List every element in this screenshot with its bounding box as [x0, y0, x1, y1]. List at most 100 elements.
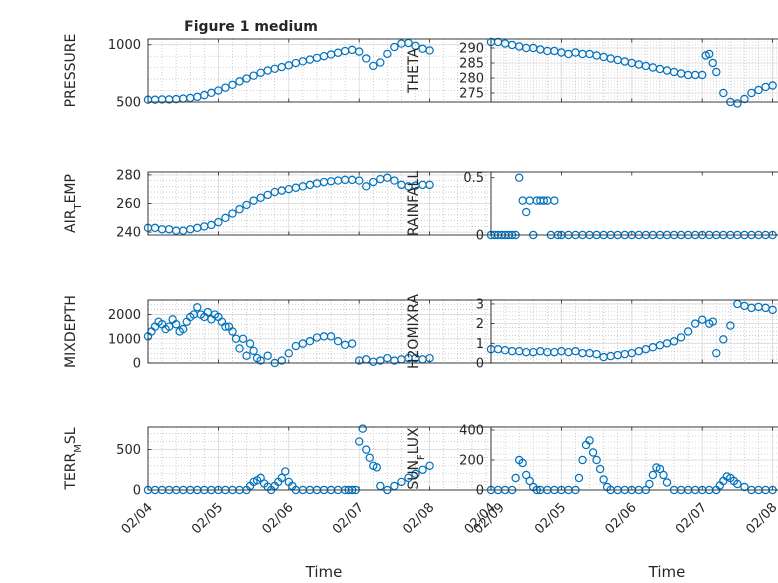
y-tick-label: 200: [459, 454, 484, 469]
data-point: [355, 47, 364, 56]
data-point: [418, 465, 427, 475]
data-point: [698, 315, 707, 324]
data-point: [362, 54, 371, 63]
data-point: [411, 41, 420, 51]
y-tick-label: 1000: [108, 332, 141, 347]
data-point: [263, 351, 272, 360]
y-axis-label: AIRTEMP: [63, 174, 84, 233]
y-tick-label: 2: [476, 317, 484, 332]
data-point: [397, 477, 406, 487]
data-point: [305, 336, 315, 346]
data-point: [277, 473, 286, 483]
subplot-mixdepth: 0 1000 2000 MIXDEPTH: [63, 295, 501, 372]
figure-title: Figure 1 medium: [184, 19, 318, 35]
y-tick-label: 280: [459, 72, 484, 87]
data-point: [235, 77, 244, 86]
y-tick-label: 0: [133, 357, 141, 372]
data-point: [522, 470, 531, 480]
y-tick-label: 400: [459, 424, 484, 439]
data-point: [365, 453, 374, 462]
axes-frame: [490, 38, 778, 103]
y-axis-label: TERRMSL: [63, 427, 84, 490]
data-point: [214, 217, 223, 227]
data-point: [411, 469, 420, 479]
series-air_temp: [143, 173, 434, 235]
data-point: [249, 346, 258, 356]
data-point: [719, 88, 728, 98]
data-point: [242, 74, 251, 83]
data-point: [376, 58, 385, 67]
data-point: [588, 448, 598, 457]
data-point: [228, 327, 237, 336]
data-point: [690, 319, 700, 328]
data-point: [726, 321, 735, 330]
series-h2omixra: [486, 299, 777, 362]
data-point: [574, 473, 584, 483]
y-tick-label: 290: [459, 42, 484, 57]
data-point: [592, 349, 601, 359]
plot-area: [148, 427, 500, 490]
data-point: [256, 356, 265, 365]
data-point: [662, 478, 672, 487]
series-mixdepth: [143, 303, 434, 368]
y-tick-label: 500: [116, 96, 141, 111]
series-theta: [486, 37, 777, 108]
data-point: [425, 461, 434, 470]
data-point: [221, 83, 230, 92]
data-point: [768, 305, 777, 315]
subplot-h2omixra: 0 1 2 3 H2OMIXRA: [406, 294, 778, 372]
data-point: [659, 470, 668, 480]
data-point: [740, 482, 749, 492]
data-point: [518, 458, 527, 468]
data-point: [550, 196, 559, 205]
data-point: [383, 173, 392, 182]
plot-area: [148, 300, 500, 363]
data-point: [347, 339, 357, 348]
data-point: [676, 333, 686, 342]
data-point: [291, 341, 301, 351]
data-point: [358, 424, 367, 433]
data-point: [203, 307, 213, 317]
data-point: [193, 303, 202, 312]
data-point: [369, 61, 378, 71]
data-point: [592, 455, 601, 465]
data-point: [238, 334, 248, 343]
data-point: [355, 437, 364, 446]
data-point: [648, 470, 658, 480]
data-point: [425, 353, 434, 363]
y-tick-label: 240: [116, 226, 141, 241]
plot-area: [491, 300, 778, 363]
data-point: [164, 322, 174, 331]
data-point: [404, 473, 413, 483]
data-point: [263, 190, 272, 200]
data-point: [178, 324, 188, 334]
plot-area: [491, 427, 778, 490]
y-tick-label: 0.5: [463, 171, 484, 186]
data-point: [228, 209, 237, 218]
data-point: [585, 436, 594, 445]
y-tick-label: 280: [116, 168, 141, 183]
data-point: [599, 475, 608, 484]
data-point: [171, 320, 181, 329]
data-point: [235, 205, 244, 214]
y-axis-label: SUNFLUX: [406, 427, 427, 490]
data-point: [578, 455, 587, 465]
data-point: [390, 42, 399, 52]
data-point: [383, 49, 392, 59]
y-axis-label: H2OMIXRA: [406, 294, 422, 369]
axes-frame: [490, 299, 778, 364]
y-tick-label: 2000: [108, 308, 141, 323]
data-point: [708, 58, 717, 68]
data-point: [221, 213, 230, 223]
y-axis-label: MIXDEPTH: [63, 295, 79, 368]
data-point: [768, 81, 777, 90]
y-tick-label: 0: [133, 484, 141, 499]
data-point: [376, 356, 385, 365]
data-point: [228, 80, 237, 90]
data-point: [277, 356, 286, 365]
y-axis-label: THETA: [406, 48, 422, 94]
data-point: [256, 193, 265, 202]
data-point: [740, 94, 749, 104]
data-point: [245, 339, 255, 348]
plot-area: [148, 39, 500, 102]
